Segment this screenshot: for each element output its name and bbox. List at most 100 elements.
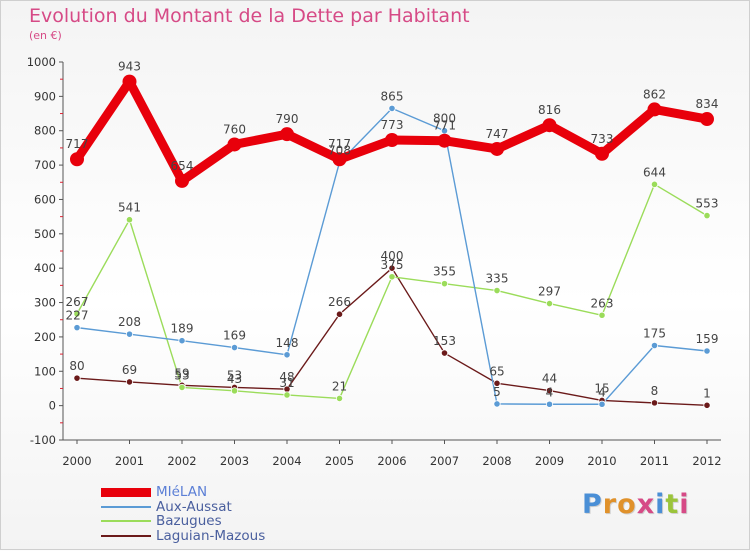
x-tick-label: 2005: [325, 454, 354, 468]
data-label: 175: [643, 327, 666, 341]
logo-letter: r: [602, 489, 618, 520]
proxiti-logo: Proxiti: [582, 489, 690, 520]
legend-swatch: [101, 534, 151, 537]
legend-label: Bazugues: [156, 513, 222, 529]
logo-letter: P: [582, 489, 603, 520]
data-label: 53: [174, 368, 189, 382]
data-label: 771: [433, 119, 456, 133]
logo-letter: i: [679, 489, 690, 520]
data-label: 59: [174, 366, 189, 380]
legend-swatch: [101, 505, 151, 508]
data-point: [703, 347, 711, 355]
y-tick-label: 400: [34, 261, 56, 275]
data-label: 760: [223, 122, 246, 136]
data-label: 80: [69, 359, 84, 373]
y-tick-label: 100: [34, 364, 56, 378]
logo-letter: x: [636, 489, 656, 520]
y-tick-label: 1000: [27, 55, 56, 69]
data-point: [175, 173, 189, 188]
data-label: 31: [279, 376, 294, 390]
data-label: 169: [223, 329, 246, 343]
x-tick-label: 2011: [640, 454, 669, 468]
data-label: 263: [591, 296, 614, 310]
data-label: 834: [696, 97, 719, 111]
data-label: 943: [118, 60, 141, 74]
series-line-2: [76, 183, 708, 400]
data-label: 654: [171, 159, 194, 173]
data-point: [388, 273, 396, 281]
chart-subtitle: (en €): [29, 29, 62, 42]
data-point: [493, 379, 501, 387]
data-label: 266: [328, 295, 351, 309]
data-point: [647, 102, 662, 117]
data-point: [650, 180, 659, 188]
data-label: 375: [381, 258, 404, 272]
data-label: 297: [538, 285, 561, 299]
data-label: 15: [594, 381, 609, 395]
data-point: [122, 74, 137, 89]
data-label: 862: [643, 87, 666, 101]
data-point: [178, 337, 186, 345]
x-tick-label: 2008: [482, 454, 511, 468]
data-point: [332, 152, 347, 167]
x-tick-label: 2001: [115, 454, 144, 468]
legend-swatch: [101, 520, 151, 522]
x-tick-label: 2006: [377, 454, 406, 468]
legend-label: MIéLAN: [156, 484, 208, 500]
chart-axes: -100 0 100 200 300 400 500 600 700 800 900 1000 2000…: [27, 55, 722, 468]
data-label: 189: [171, 322, 194, 336]
data-label: 400: [381, 249, 404, 263]
data-point: [440, 349, 449, 357]
data-point: [125, 330, 134, 338]
data-point: [545, 299, 554, 308]
data-label: 816: [538, 103, 561, 117]
y-tick-label: 300: [34, 296, 56, 310]
x-tick-label: 2000: [62, 454, 91, 468]
data-point: [280, 127, 294, 142]
data-label: 790: [276, 112, 299, 126]
data-point: [230, 387, 239, 395]
data-label: 267: [66, 295, 89, 309]
data-label: 4: [546, 385, 554, 399]
data-label: 44: [542, 372, 557, 386]
data-point: [650, 399, 659, 407]
x-tick-label: 2003: [220, 454, 249, 468]
data-label: 865: [381, 89, 404, 103]
data-label: 717: [66, 137, 89, 151]
data-label: 65: [489, 364, 504, 378]
data-label: 335: [486, 272, 509, 286]
logo-letter: o: [617, 489, 637, 520]
data-label: 208: [118, 315, 141, 329]
x-tick-label: 2007: [430, 454, 459, 468]
data-label: 644: [643, 165, 666, 179]
data-point: [703, 212, 711, 220]
data-label: 227: [66, 309, 89, 323]
data-label: 8: [651, 384, 659, 398]
data-label: 5: [493, 385, 501, 399]
data-label: 48: [279, 370, 294, 384]
data-label: 159: [696, 332, 719, 346]
data-point: [125, 378, 134, 386]
data-point: [335, 310, 344, 318]
y-tick-label: 200: [34, 330, 56, 344]
data-label: 553: [696, 197, 719, 211]
data-point: [700, 112, 714, 127]
chart-title: Evolution du Montant de la Dette par Hab…: [29, 5, 470, 27]
data-label: 800: [433, 112, 456, 126]
data-label: 747: [486, 127, 509, 141]
data-point: [545, 386, 554, 395]
data-label: 153: [433, 334, 456, 348]
data-point: [437, 133, 452, 148]
data-label: 69: [122, 363, 137, 377]
data-label: 773: [381, 118, 404, 132]
data-label: 53: [227, 368, 242, 382]
data-label: 43: [227, 372, 242, 386]
data-label: 541: [118, 201, 141, 215]
x-tick-label: 2004: [272, 454, 301, 468]
data-point: [178, 383, 186, 392]
y-tick-label: 900: [34, 89, 56, 103]
data-label: 4: [598, 385, 606, 399]
data-label: 1: [703, 386, 711, 400]
data-label: 21: [332, 379, 347, 393]
